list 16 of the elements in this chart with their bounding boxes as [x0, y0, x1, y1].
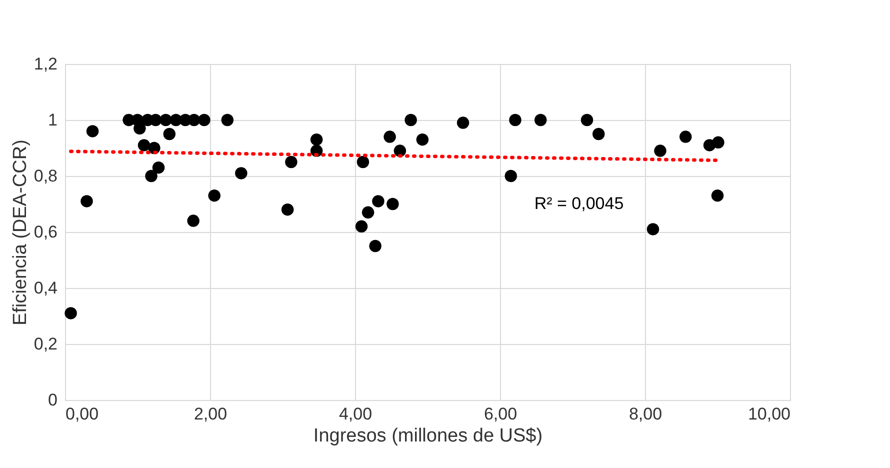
x-tick-label: 0,00: [66, 404, 99, 424]
x-tick-label: 10,00: [748, 404, 790, 424]
y-tick-label: 1: [48, 110, 58, 130]
x-tick-label: 8,00: [628, 404, 662, 424]
annotation: R² = 0,0045: [534, 194, 624, 213]
y-tick-label: 0,2: [34, 334, 58, 354]
x-tick-label: 4,00: [338, 404, 372, 424]
y-axis-title: Eficiencia (DEA-CCR): [10, 140, 31, 326]
y-tick-label: 0,6: [34, 222, 58, 242]
x-tick-label: 6,00: [484, 404, 518, 424]
y-tick-label: 0,8: [34, 166, 58, 186]
x-tick-label: 2,00: [194, 404, 228, 424]
x-axis-title: Ingresos (millones de US$): [313, 426, 543, 446]
y-tick-label: 1,2: [34, 54, 58, 74]
y-tick-label: 0,4: [34, 278, 58, 298]
y-tick-label: 0: [48, 390, 58, 410]
